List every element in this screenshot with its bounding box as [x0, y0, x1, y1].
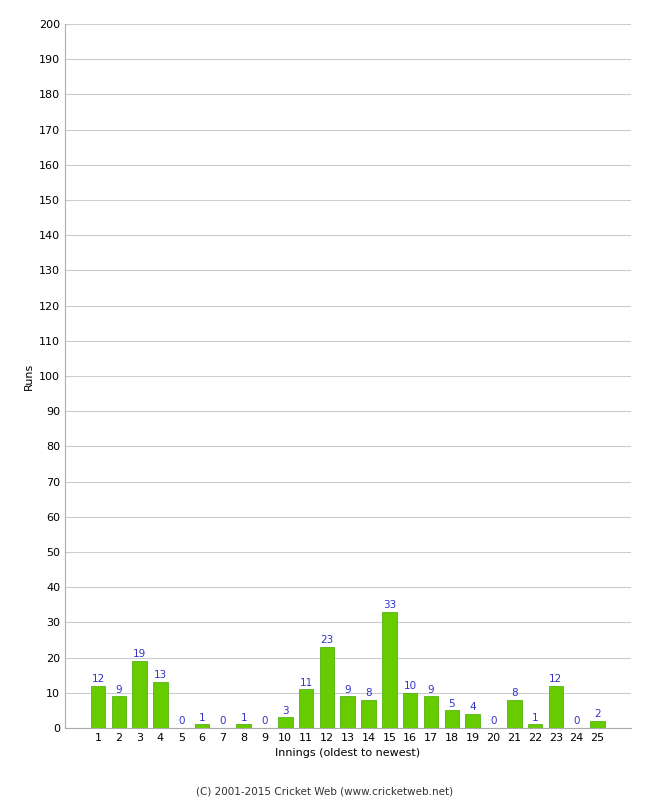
Bar — [549, 686, 563, 728]
Text: 2: 2 — [594, 710, 601, 719]
Text: 8: 8 — [511, 688, 517, 698]
Bar — [445, 710, 459, 728]
Bar — [465, 714, 480, 728]
Text: 0: 0 — [178, 716, 185, 726]
Text: 19: 19 — [133, 650, 146, 659]
Bar — [507, 700, 521, 728]
Text: 8: 8 — [365, 688, 372, 698]
Bar — [341, 696, 355, 728]
Text: 23: 23 — [320, 635, 333, 646]
Text: 11: 11 — [300, 678, 313, 687]
Text: 12: 12 — [92, 674, 105, 684]
Text: 1: 1 — [199, 713, 205, 722]
Bar — [112, 696, 126, 728]
Text: 1: 1 — [532, 713, 538, 722]
Text: 4: 4 — [469, 702, 476, 712]
Text: 9: 9 — [344, 685, 351, 694]
Bar — [382, 612, 396, 728]
Text: 9: 9 — [428, 685, 434, 694]
Bar — [299, 690, 313, 728]
Bar — [361, 700, 376, 728]
Text: 33: 33 — [383, 600, 396, 610]
Bar — [237, 725, 251, 728]
Y-axis label: Runs: Runs — [23, 362, 33, 390]
Text: 0: 0 — [490, 716, 497, 726]
Text: 0: 0 — [261, 716, 268, 726]
Text: 3: 3 — [282, 706, 289, 716]
Text: 1: 1 — [240, 713, 247, 722]
Text: 12: 12 — [549, 674, 562, 684]
Bar — [91, 686, 105, 728]
Text: 0: 0 — [573, 716, 580, 726]
Bar — [403, 693, 417, 728]
Bar — [278, 718, 292, 728]
Text: 10: 10 — [404, 681, 417, 691]
Bar — [153, 682, 168, 728]
Bar — [528, 725, 542, 728]
Text: 13: 13 — [154, 670, 167, 681]
Text: 5: 5 — [448, 698, 455, 709]
Bar — [320, 647, 334, 728]
Text: (C) 2001-2015 Cricket Web (www.cricketweb.net): (C) 2001-2015 Cricket Web (www.cricketwe… — [196, 786, 454, 796]
Bar — [133, 661, 147, 728]
Bar — [590, 721, 605, 728]
Text: 0: 0 — [220, 716, 226, 726]
X-axis label: Innings (oldest to newest): Innings (oldest to newest) — [275, 749, 421, 758]
Bar — [195, 725, 209, 728]
Bar — [424, 696, 438, 728]
Text: 9: 9 — [116, 685, 122, 694]
